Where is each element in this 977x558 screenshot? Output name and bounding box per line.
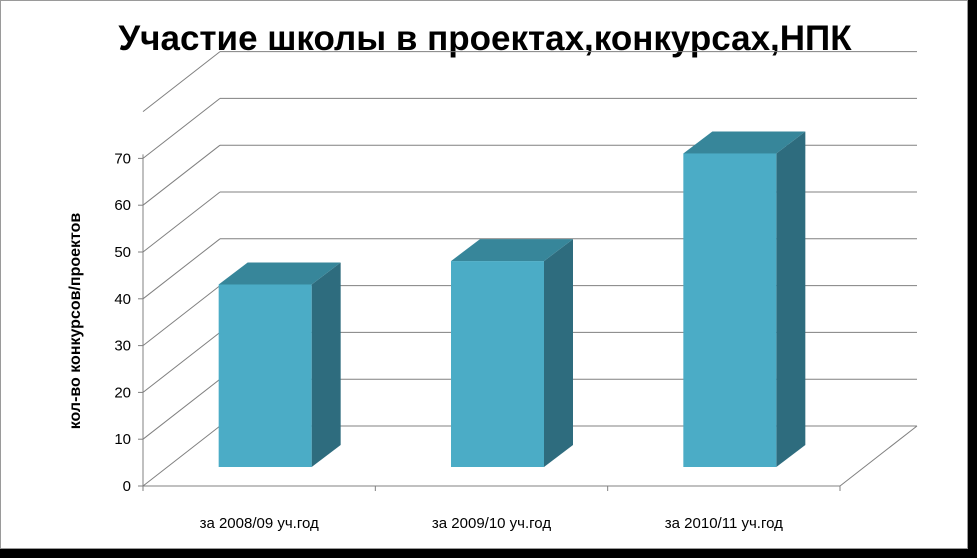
side-wall-gridline bbox=[142, 191, 221, 253]
bar-top bbox=[683, 131, 806, 154]
bar-top bbox=[451, 239, 573, 262]
y-tick-label: 50 bbox=[114, 244, 131, 261]
side-wall-gridline bbox=[142, 378, 221, 440]
y-tick-label: 40 bbox=[114, 291, 131, 308]
side-wall-gridline bbox=[142, 144, 221, 206]
y-tick-label: 70 bbox=[114, 150, 131, 167]
bar-top bbox=[218, 262, 341, 285]
side-wall-gridline bbox=[142, 285, 221, 346]
bar bbox=[218, 284, 312, 467]
x-tick-label: за 2010/11 уч.год bbox=[665, 515, 783, 532]
side-wall-gridline bbox=[142, 98, 221, 159]
y-tick-label: 20 bbox=[114, 384, 131, 401]
y-tick-label: 30 bbox=[114, 338, 131, 355]
y-tick-label: 60 bbox=[114, 197, 131, 214]
side-wall-gridline bbox=[142, 238, 221, 300]
side-wall-gridline bbox=[142, 51, 221, 112]
bar-side bbox=[544, 239, 573, 467]
bar-side bbox=[776, 131, 806, 467]
x-tick-label: за 2009/10 уч.год bbox=[432, 515, 551, 532]
bar-side bbox=[311, 262, 341, 467]
side-wall-gridline bbox=[142, 332, 221, 393]
side-wall-gridline bbox=[142, 425, 221, 487]
bar bbox=[683, 153, 777, 467]
y-tick-label: 10 bbox=[114, 431, 131, 448]
x-tick-label: за 2008/09 уч.год bbox=[200, 515, 319, 532]
y-tick-label: 0 bbox=[123, 478, 131, 495]
floor-edge bbox=[839, 425, 918, 487]
bar bbox=[451, 261, 544, 467]
